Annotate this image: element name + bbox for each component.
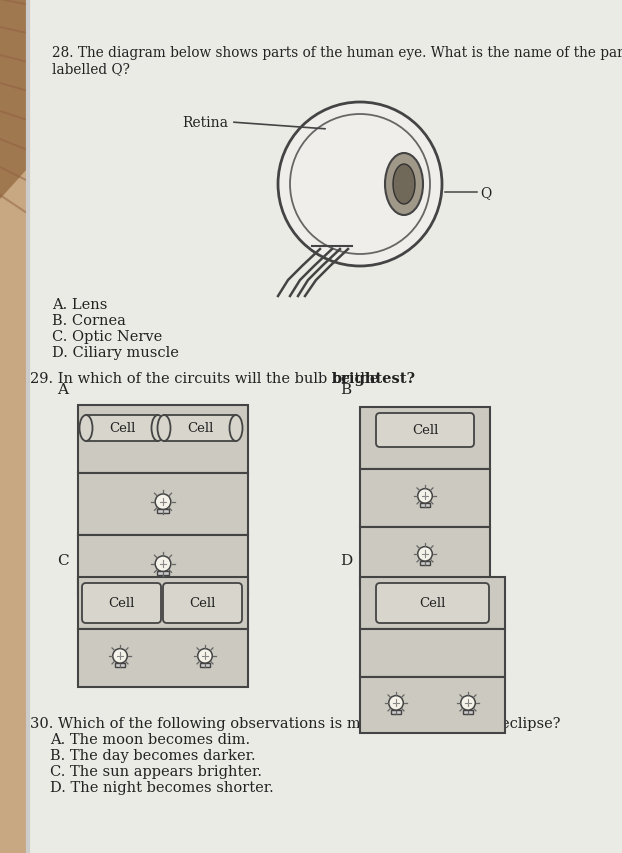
Bar bbox=[78, 577, 248, 630]
Bar bbox=[463, 710, 473, 714]
Bar bbox=[86, 415, 158, 442]
Text: Cell: Cell bbox=[412, 424, 438, 437]
Text: Cell: Cell bbox=[189, 597, 215, 610]
FancyBboxPatch shape bbox=[163, 583, 242, 624]
Ellipse shape bbox=[157, 415, 170, 442]
Text: 28. The diagram below shows parts of the human eye. What is the name of the part: 28. The diagram below shows parts of the… bbox=[52, 46, 622, 60]
Bar bbox=[391, 710, 401, 714]
Text: D. Ciliary muscle: D. Ciliary muscle bbox=[52, 345, 179, 360]
Text: C. Optic Nerve: C. Optic Nerve bbox=[52, 329, 162, 344]
FancyBboxPatch shape bbox=[376, 583, 489, 624]
Polygon shape bbox=[28, 0, 622, 853]
Circle shape bbox=[198, 649, 212, 664]
Circle shape bbox=[156, 495, 171, 510]
Text: brightest?: brightest? bbox=[332, 372, 416, 386]
Text: 29. In which of the circuits will the bulb be the: 29. In which of the circuits will the bu… bbox=[30, 372, 383, 386]
Bar bbox=[360, 577, 505, 630]
Bar bbox=[78, 405, 248, 473]
Polygon shape bbox=[0, 0, 180, 200]
Bar bbox=[360, 677, 505, 733]
Bar bbox=[78, 536, 248, 597]
Ellipse shape bbox=[385, 154, 423, 216]
Ellipse shape bbox=[230, 415, 243, 442]
Text: D: D bbox=[340, 554, 352, 567]
FancyBboxPatch shape bbox=[376, 414, 474, 448]
Text: labelled Q?: labelled Q? bbox=[52, 62, 130, 76]
Text: 30. Which of the following observations is made during a solar eclipse?: 30. Which of the following observations … bbox=[30, 717, 560, 730]
Text: D. The night becomes shorter.: D. The night becomes shorter. bbox=[50, 780, 274, 794]
Circle shape bbox=[418, 547, 432, 561]
Circle shape bbox=[278, 103, 442, 267]
Bar bbox=[420, 503, 430, 507]
Text: C. The sun appears brighter.: C. The sun appears brighter. bbox=[50, 764, 262, 778]
Bar bbox=[157, 572, 169, 576]
Bar bbox=[114, 663, 125, 667]
Text: A: A bbox=[57, 382, 68, 397]
Text: Cell: Cell bbox=[419, 597, 445, 610]
Text: A. The moon becomes dim.: A. The moon becomes dim. bbox=[50, 732, 250, 746]
Ellipse shape bbox=[80, 415, 93, 442]
Circle shape bbox=[418, 489, 432, 503]
Text: Cell: Cell bbox=[108, 597, 134, 610]
Circle shape bbox=[389, 696, 403, 711]
Bar bbox=[360, 469, 490, 527]
Circle shape bbox=[156, 556, 171, 572]
Bar bbox=[164, 415, 236, 442]
Text: Retina: Retina bbox=[182, 116, 228, 130]
FancyBboxPatch shape bbox=[82, 583, 161, 624]
Circle shape bbox=[461, 696, 475, 711]
Bar bbox=[157, 509, 169, 514]
Text: B: B bbox=[340, 382, 351, 397]
Bar bbox=[360, 630, 505, 677]
Text: B. The day becomes darker.: B. The day becomes darker. bbox=[50, 748, 256, 762]
Bar bbox=[360, 527, 490, 585]
Text: Q: Q bbox=[480, 186, 491, 200]
Bar bbox=[420, 561, 430, 565]
Bar bbox=[78, 473, 248, 536]
Text: B. Cornea: B. Cornea bbox=[52, 314, 126, 328]
Ellipse shape bbox=[152, 415, 164, 442]
Circle shape bbox=[113, 649, 128, 664]
Text: A. Lens: A. Lens bbox=[52, 298, 108, 311]
Text: Cell: Cell bbox=[109, 422, 135, 435]
Bar bbox=[360, 408, 490, 469]
Text: C: C bbox=[57, 554, 68, 567]
Text: Cell: Cell bbox=[187, 422, 213, 435]
Bar bbox=[78, 630, 248, 688]
Bar bbox=[200, 663, 210, 667]
Ellipse shape bbox=[393, 165, 415, 205]
